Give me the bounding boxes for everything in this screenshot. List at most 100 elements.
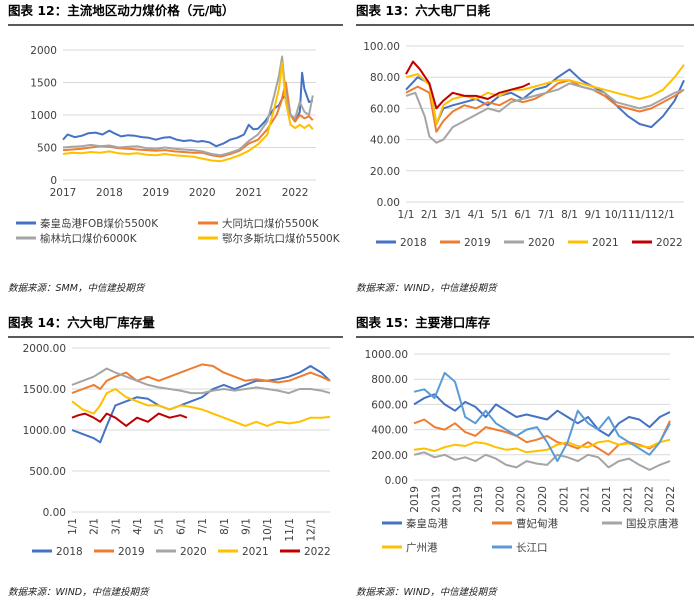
x-tick-label: 6/1 bbox=[514, 209, 531, 221]
series-line bbox=[71, 367, 331, 395]
x-tick-label: 2/1 bbox=[89, 518, 101, 535]
x-tick-label: 6/1 bbox=[175, 518, 187, 535]
x-tick-label: 2021 bbox=[601, 486, 613, 513]
y-tick-label: 1000.00 bbox=[365, 349, 408, 361]
y-tick-label: 80.00 bbox=[370, 72, 400, 84]
series-line bbox=[413, 393, 671, 437]
y-tick-label: 0.00 bbox=[43, 507, 66, 519]
port-inventory-chart: 0.00 200.00 400.00 600.00 800.00 1000.00 2019 2… bbox=[365, 349, 679, 554]
series-line bbox=[71, 388, 331, 427]
legend-label: 2020 bbox=[528, 237, 555, 249]
legend-label: 广州港 bbox=[406, 542, 438, 554]
legend-label: 榆林坑口煤价6000K bbox=[40, 232, 138, 245]
legend-label: 曹妃甸港 bbox=[516, 517, 558, 530]
legend-label: 2018 bbox=[56, 546, 83, 558]
legend-label: 2022 bbox=[656, 237, 683, 249]
figure-title: 图表 12：主流地区动力煤价格（元/吨） bbox=[8, 3, 235, 18]
y-tick-label: 20.00 bbox=[370, 166, 400, 178]
legend-label: 秦皇岛港FOB煤价5500K bbox=[40, 217, 159, 230]
legend-label: 2020 bbox=[180, 546, 207, 558]
x-tick-label: 2020 bbox=[189, 187, 216, 199]
y-tick-label: 200.00 bbox=[371, 450, 408, 462]
figure-title: 图表 15：主要港口库存 bbox=[356, 315, 491, 330]
y-tick-label: 0.00 bbox=[377, 197, 400, 209]
y-tick-label: 400.00 bbox=[371, 425, 408, 437]
figure-title: 图表 14：六大电厂库存量 bbox=[8, 315, 155, 330]
x-tick-label: 2019 bbox=[473, 486, 485, 513]
x-tick-label: 12/1 bbox=[305, 518, 317, 542]
legend-label: 2019 bbox=[464, 237, 491, 249]
y-tick-label: 800.00 bbox=[371, 374, 408, 386]
figure-13: 图表 13：六大电厂日耗 0.00 20.00 40.00 60.00 80.00 100… bbox=[356, 0, 696, 300]
x-tick-label: 2021 bbox=[235, 187, 262, 199]
figure-15: 图表 15：主要港口库存 0.00 200.00 400.00 600.00 800.0… bbox=[356, 312, 696, 602]
figure-title: 图表 13：六大电厂日耗 bbox=[356, 3, 491, 18]
figure-14: 图表 14：六大电厂库存量 0.00 500.00 1000.00 1500.00 20… bbox=[8, 312, 343, 602]
x-tick-label: 2017 bbox=[50, 187, 77, 199]
x-tick-label: 2020 bbox=[494, 486, 506, 513]
legend-label: 2021 bbox=[592, 237, 619, 249]
series-line bbox=[405, 79, 685, 133]
legend-label: 2018 bbox=[400, 237, 427, 249]
plant-inventory-chart: 0.00 500.00 1000.00 1500.00 2000.00 1/1 2/1 3/1… bbox=[23, 343, 331, 558]
x-tick-label: 2019 bbox=[409, 486, 421, 513]
legend-label: 鄂尔多斯坑口煤价5500K bbox=[222, 232, 341, 245]
y-tick-label: 2000.00 bbox=[23, 343, 66, 355]
title-rule bbox=[356, 336, 694, 338]
legend-label: 国投京唐港 bbox=[626, 517, 679, 530]
series-line bbox=[71, 363, 331, 395]
x-tick-label: 7/1 bbox=[197, 518, 209, 535]
y-tick-label: 1000.00 bbox=[23, 425, 66, 437]
title-rule bbox=[8, 336, 343, 338]
x-tick-label: 2019 bbox=[430, 486, 442, 513]
x-tick-label: 2022 bbox=[644, 486, 656, 513]
x-tick-label: 8/1 bbox=[219, 518, 231, 535]
x-tick-label: 2022 bbox=[665, 486, 677, 513]
series-line bbox=[413, 438, 671, 454]
x-tick-label: 2021 bbox=[622, 486, 634, 513]
y-tick-label: 60.00 bbox=[370, 103, 400, 115]
x-tick-label: 12/1 bbox=[651, 209, 675, 221]
y-tick-label: 100.00 bbox=[363, 41, 400, 53]
x-tick-label: 10/1 bbox=[262, 518, 274, 542]
x-tick-label: 11/1 bbox=[628, 209, 652, 221]
figure-source: 数据来源：WIND，中信建投期货 bbox=[356, 283, 497, 294]
x-tick-label: 9/1 bbox=[584, 209, 601, 221]
series-line bbox=[71, 365, 331, 444]
x-tick-label: 4/1 bbox=[132, 518, 144, 535]
title-rule bbox=[8, 24, 343, 26]
legend-label: 2021 bbox=[242, 546, 269, 558]
series-line bbox=[62, 71, 314, 148]
title-rule bbox=[356, 24, 694, 26]
daily-consumption-chart: 0.00 20.00 40.00 60.00 80.00 100.00 1/1 2/1 3/1 4… bbox=[363, 41, 685, 249]
series-line bbox=[71, 412, 188, 427]
legend-label: 2022 bbox=[304, 546, 331, 558]
y-tick-label: 0 bbox=[50, 175, 57, 187]
legend-label: 2019 bbox=[118, 546, 145, 558]
x-tick-label: 7/1 bbox=[538, 209, 555, 221]
series-line bbox=[405, 68, 685, 129]
x-tick-label: 2/1 bbox=[421, 209, 438, 221]
series-line bbox=[413, 371, 671, 463]
y-tick-label: 1500.00 bbox=[23, 384, 66, 396]
x-tick-label: 10/1 bbox=[604, 209, 628, 221]
y-tick-label: 500 bbox=[37, 143, 57, 155]
series-line bbox=[62, 62, 314, 163]
y-tick-label: 2000 bbox=[30, 45, 57, 57]
x-tick-label: 4/1 bbox=[468, 209, 485, 221]
y-tick-label: 1000 bbox=[30, 110, 57, 122]
y-tick-label: 40.00 bbox=[370, 135, 400, 147]
x-tick-label: 5/1 bbox=[491, 209, 508, 221]
x-tick-label: 2020 bbox=[537, 486, 549, 513]
x-tick-label: 2022 bbox=[282, 187, 309, 199]
series-line bbox=[413, 451, 671, 471]
x-tick-label: 8/1 bbox=[561, 209, 578, 221]
x-tick-label: 2020 bbox=[516, 486, 528, 513]
x-tick-label: 9/1 bbox=[240, 518, 252, 535]
figure-source: 数据来源：WIND，中信建投期货 bbox=[8, 587, 149, 598]
series-line bbox=[62, 55, 314, 157]
x-tick-label: 11/1 bbox=[284, 518, 296, 542]
legend-label: 秦皇岛港 bbox=[406, 517, 448, 530]
series-line bbox=[405, 60, 531, 110]
y-tick-label: 0.00 bbox=[385, 475, 408, 487]
